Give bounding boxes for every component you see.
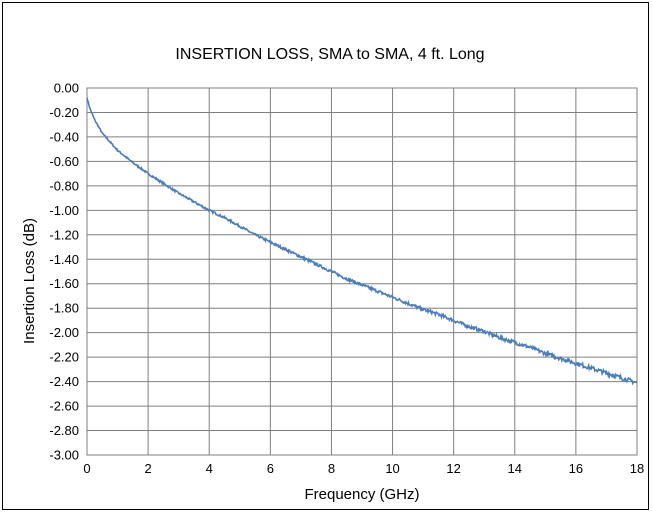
x-tick-label: 6: [267, 461, 274, 476]
grid: [86, 87, 638, 456]
x-tick-label: 8: [328, 461, 335, 476]
y-tick-label: -0.40: [49, 129, 79, 144]
y-tick-label: -0.80: [49, 178, 79, 193]
x-tick-label: 4: [206, 461, 213, 476]
y-axis-title: Insertion Loss (dB): [21, 218, 38, 344]
y-tick-label: -1.00: [49, 203, 79, 218]
y-tick-label: 0.00: [54, 81, 79, 96]
x-axis-ticks: 0 2 4 6 8 10 12 14 16 18: [83, 461, 644, 476]
y-tick-label: -2.80: [49, 423, 79, 438]
x-axis-title: Frequency (GHz): [304, 486, 419, 503]
x-tick-label: 16: [569, 461, 583, 476]
chart-title: INSERTION LOSS, SMA to SMA, 4 ft. Long: [175, 46, 484, 63]
x-tick-label: 12: [446, 461, 460, 476]
x-tick-label: 10: [385, 461, 399, 476]
y-tick-label: -1.40: [49, 252, 79, 267]
y-tick-label: -0.20: [49, 105, 79, 120]
y-tick-label: -3.00: [49, 448, 79, 463]
y-tick-label: -1.20: [49, 227, 79, 242]
x-tick-label: 18: [630, 461, 644, 476]
y-axis-ticks: 0.00 -0.20 -0.40 -0.60 -0.80 -1.00 -1.20 -1.40 -…: [49, 81, 79, 463]
y-tick-label: -2.40: [49, 374, 79, 389]
y-tick-label: -0.60: [49, 154, 79, 169]
y-tick-label: -2.20: [49, 350, 79, 365]
plot-area: [86, 87, 638, 456]
y-tick-label: -1.60: [49, 276, 79, 291]
y-tick-label: -2.60: [49, 399, 79, 414]
y-tick-label: -1.80: [49, 301, 79, 316]
chart-frame: [2, 2, 649, 510]
insertion-loss-series-line: [86, 97, 638, 386]
y-tick-label: -2.00: [49, 325, 79, 340]
x-tick-label: 0: [83, 461, 90, 476]
x-tick-label: 2: [144, 461, 151, 476]
x-tick-label: 14: [508, 461, 522, 476]
